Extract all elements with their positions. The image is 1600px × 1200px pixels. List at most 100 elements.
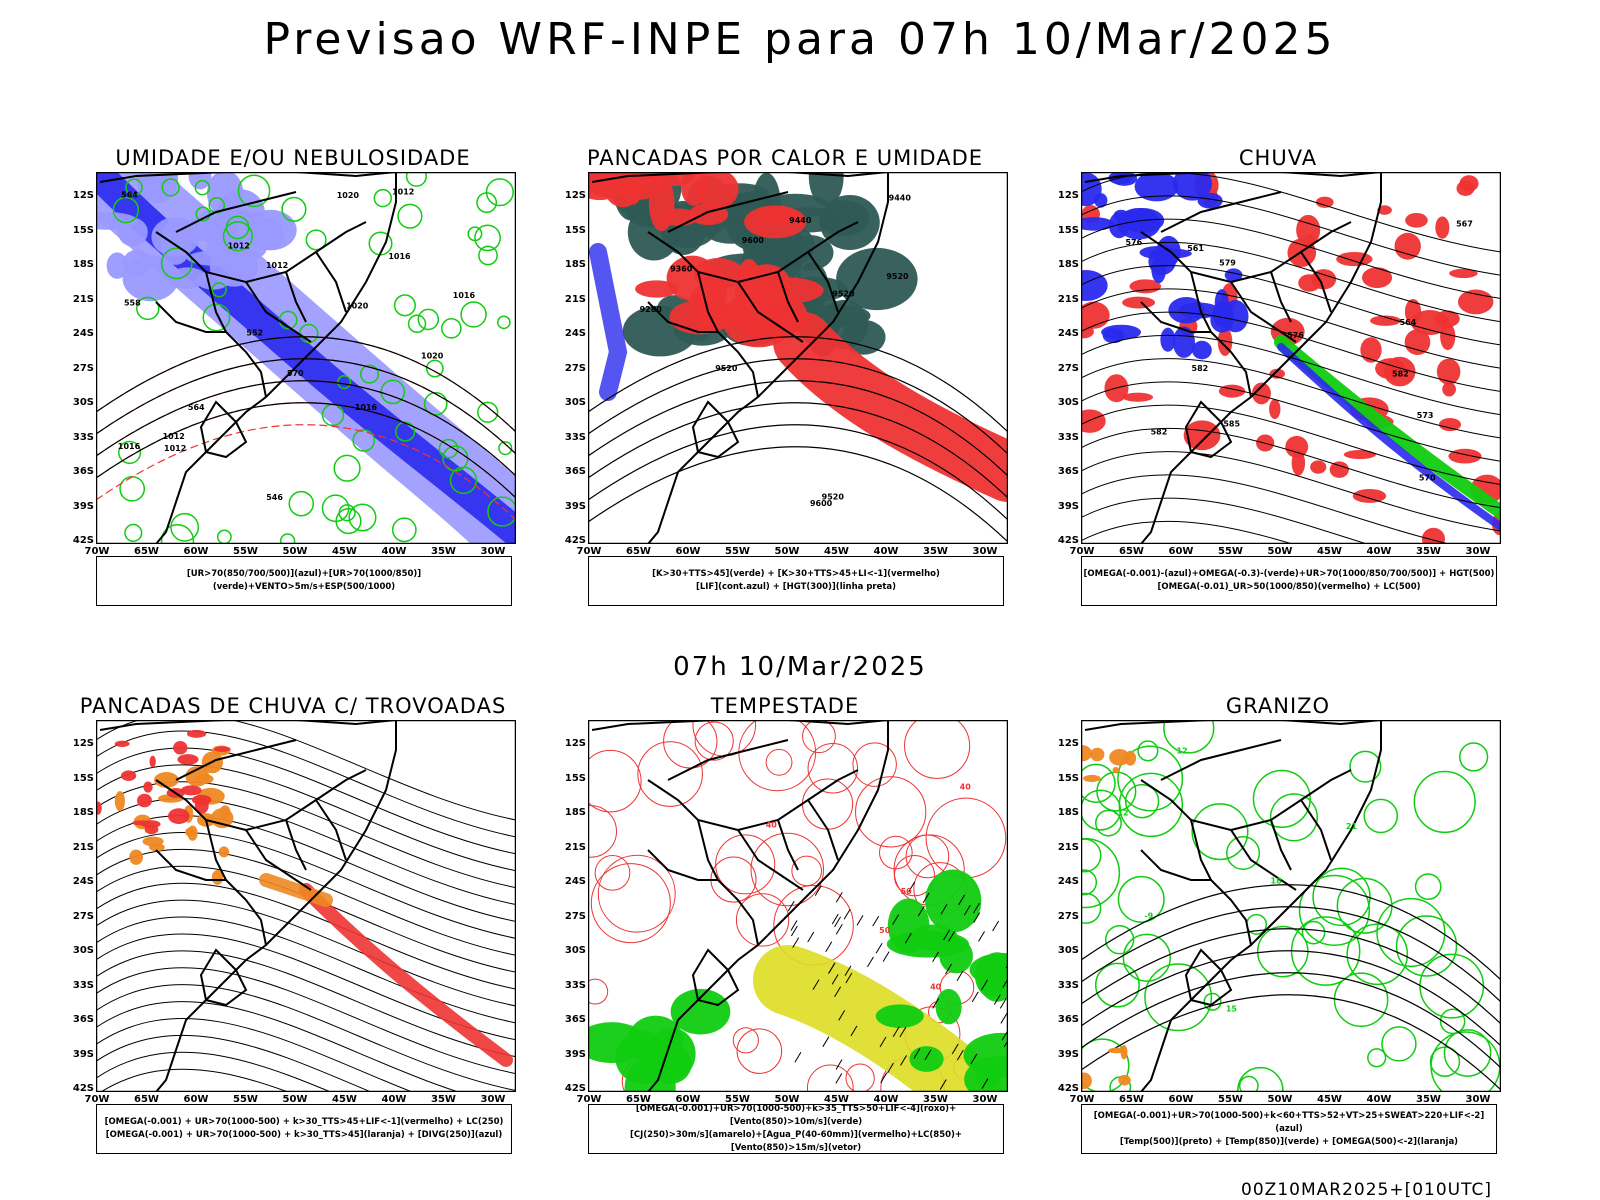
lon-tick-label: 55W xyxy=(233,546,258,557)
country-border xyxy=(1190,819,1252,946)
temp850-contour xyxy=(1443,1029,1492,1077)
humidity-contour xyxy=(438,438,459,459)
contour-label: 585 xyxy=(1223,419,1240,428)
lon-tick-label: 45W xyxy=(332,546,357,557)
temp850-contour xyxy=(1203,992,1222,1011)
country-border xyxy=(691,400,740,459)
contour-label: 50 xyxy=(879,926,891,935)
lat-tick-label: 15S xyxy=(564,224,586,236)
humidity-area xyxy=(117,217,148,247)
temp850-contour xyxy=(1095,809,1122,837)
streamline xyxy=(96,1034,373,1092)
rain-area xyxy=(1285,435,1309,458)
contour-label: 564 xyxy=(121,191,138,200)
wind-area xyxy=(908,924,959,951)
water-contour xyxy=(807,743,859,794)
thunder-band xyxy=(259,873,333,907)
lat-tick-label: 36S xyxy=(1057,466,1079,477)
panel-title: PANCADAS POR CALOR E UMIDADE xyxy=(586,146,984,170)
lat-tick-label: 39S xyxy=(564,1048,586,1060)
thunder-area xyxy=(187,825,198,841)
rain-area xyxy=(1404,298,1422,325)
humidity-contour xyxy=(170,512,200,542)
thunder-strong xyxy=(186,729,207,738)
humidity-contour xyxy=(478,245,498,266)
wind-vector xyxy=(831,974,839,985)
rain-area xyxy=(1383,356,1416,387)
instability-strong xyxy=(695,172,739,209)
water-contour xyxy=(594,854,631,891)
rain-area xyxy=(1336,252,1373,267)
instability-strong xyxy=(635,280,679,298)
humidity-area xyxy=(167,267,207,289)
wind-vector xyxy=(939,1079,947,1090)
panel-title: GRANIZO xyxy=(1225,694,1331,718)
rain-area xyxy=(1457,289,1494,315)
lat-tick-label: 12S xyxy=(564,190,586,201)
thunder-area xyxy=(211,870,224,885)
legend-line: [OMEGA(-0.01)_UR>50(1000/850)(vermelho) … xyxy=(1157,582,1421,592)
temp850-contour xyxy=(1333,972,1389,1028)
temp850-contour xyxy=(1349,750,1382,783)
wind-vector xyxy=(812,979,820,990)
lat-tick-label: 36S xyxy=(1057,1014,1079,1025)
time-subtitle: 07h 10/Mar/2025 xyxy=(673,652,927,682)
lat-tick-label: 27S xyxy=(72,910,94,922)
country-border xyxy=(777,819,799,871)
legend-line: [K>30+TTS>45](verde) + [K>30+TTS>45+LI<-… xyxy=(652,569,940,579)
lat-tick-label: 42S xyxy=(72,535,94,546)
height-contour xyxy=(1081,381,1501,462)
temp850-contour xyxy=(1122,933,1171,982)
lon-tick-label: 30W xyxy=(480,1094,506,1105)
wind-vector xyxy=(981,1078,989,1089)
wind-vector xyxy=(970,1053,978,1065)
contour-label: 9360 xyxy=(670,265,693,274)
contour-label: 552 xyxy=(246,328,263,337)
lon-tick-label: 30W xyxy=(1465,1094,1491,1105)
lat-tick-label: 33S xyxy=(564,979,586,991)
humidity-contour xyxy=(474,224,501,252)
coastline xyxy=(99,172,397,544)
lat-tick-label: 24S xyxy=(1057,876,1079,887)
height-contour xyxy=(1081,288,1501,369)
rain-area xyxy=(1269,399,1281,419)
wind-vector xyxy=(908,881,916,893)
lat-tick-label: 24S xyxy=(72,876,94,887)
height-contour xyxy=(1081,474,1452,544)
rain-area xyxy=(1434,310,1460,328)
contour-label: 579 xyxy=(1219,259,1236,268)
wind-area xyxy=(648,1044,692,1084)
rain-area xyxy=(1436,358,1461,385)
water-contour xyxy=(750,832,825,907)
lat-tick-label: 18S xyxy=(1057,259,1079,270)
humidity-contour xyxy=(441,318,462,339)
lat-tick-label: 18S xyxy=(564,807,586,818)
lon-tick-label: 45W xyxy=(332,1094,357,1105)
height-contour xyxy=(1081,497,1369,544)
map-tempestade: 40 50 40 50 40 xyxy=(588,720,1008,1092)
contour-label: 1012 xyxy=(164,444,186,453)
thickness-contour xyxy=(96,424,516,521)
pressure-contour xyxy=(96,336,516,433)
height-contour xyxy=(1081,427,1501,509)
lat-tick-label: 36S xyxy=(72,1014,94,1025)
instability-area xyxy=(836,247,918,311)
country-border xyxy=(777,271,799,323)
wind-vector xyxy=(932,951,940,963)
wind-vector xyxy=(835,1073,843,1084)
rain-area xyxy=(1352,489,1387,503)
rain-area xyxy=(1435,216,1450,239)
legend-line: [CJ(250)>30m/s](amarelo)+[Agua_P(40-60mm… xyxy=(629,1130,963,1153)
streamline xyxy=(96,764,516,872)
height-contour xyxy=(588,402,1008,499)
lon-tick-label: 40W xyxy=(1366,1094,1392,1105)
coastline xyxy=(591,172,889,544)
water-contour xyxy=(802,720,836,754)
wind-vector xyxy=(948,931,955,942)
panel-legend: [OMEGA(-0.001)+UR>70(1000-500)+k>35_TTS>… xyxy=(588,1104,1004,1154)
wind-vector xyxy=(845,972,853,984)
water-contour xyxy=(904,720,971,779)
contour-label: 1016 xyxy=(355,403,378,412)
thunder-area xyxy=(129,849,144,865)
humidity-contour xyxy=(485,178,514,207)
